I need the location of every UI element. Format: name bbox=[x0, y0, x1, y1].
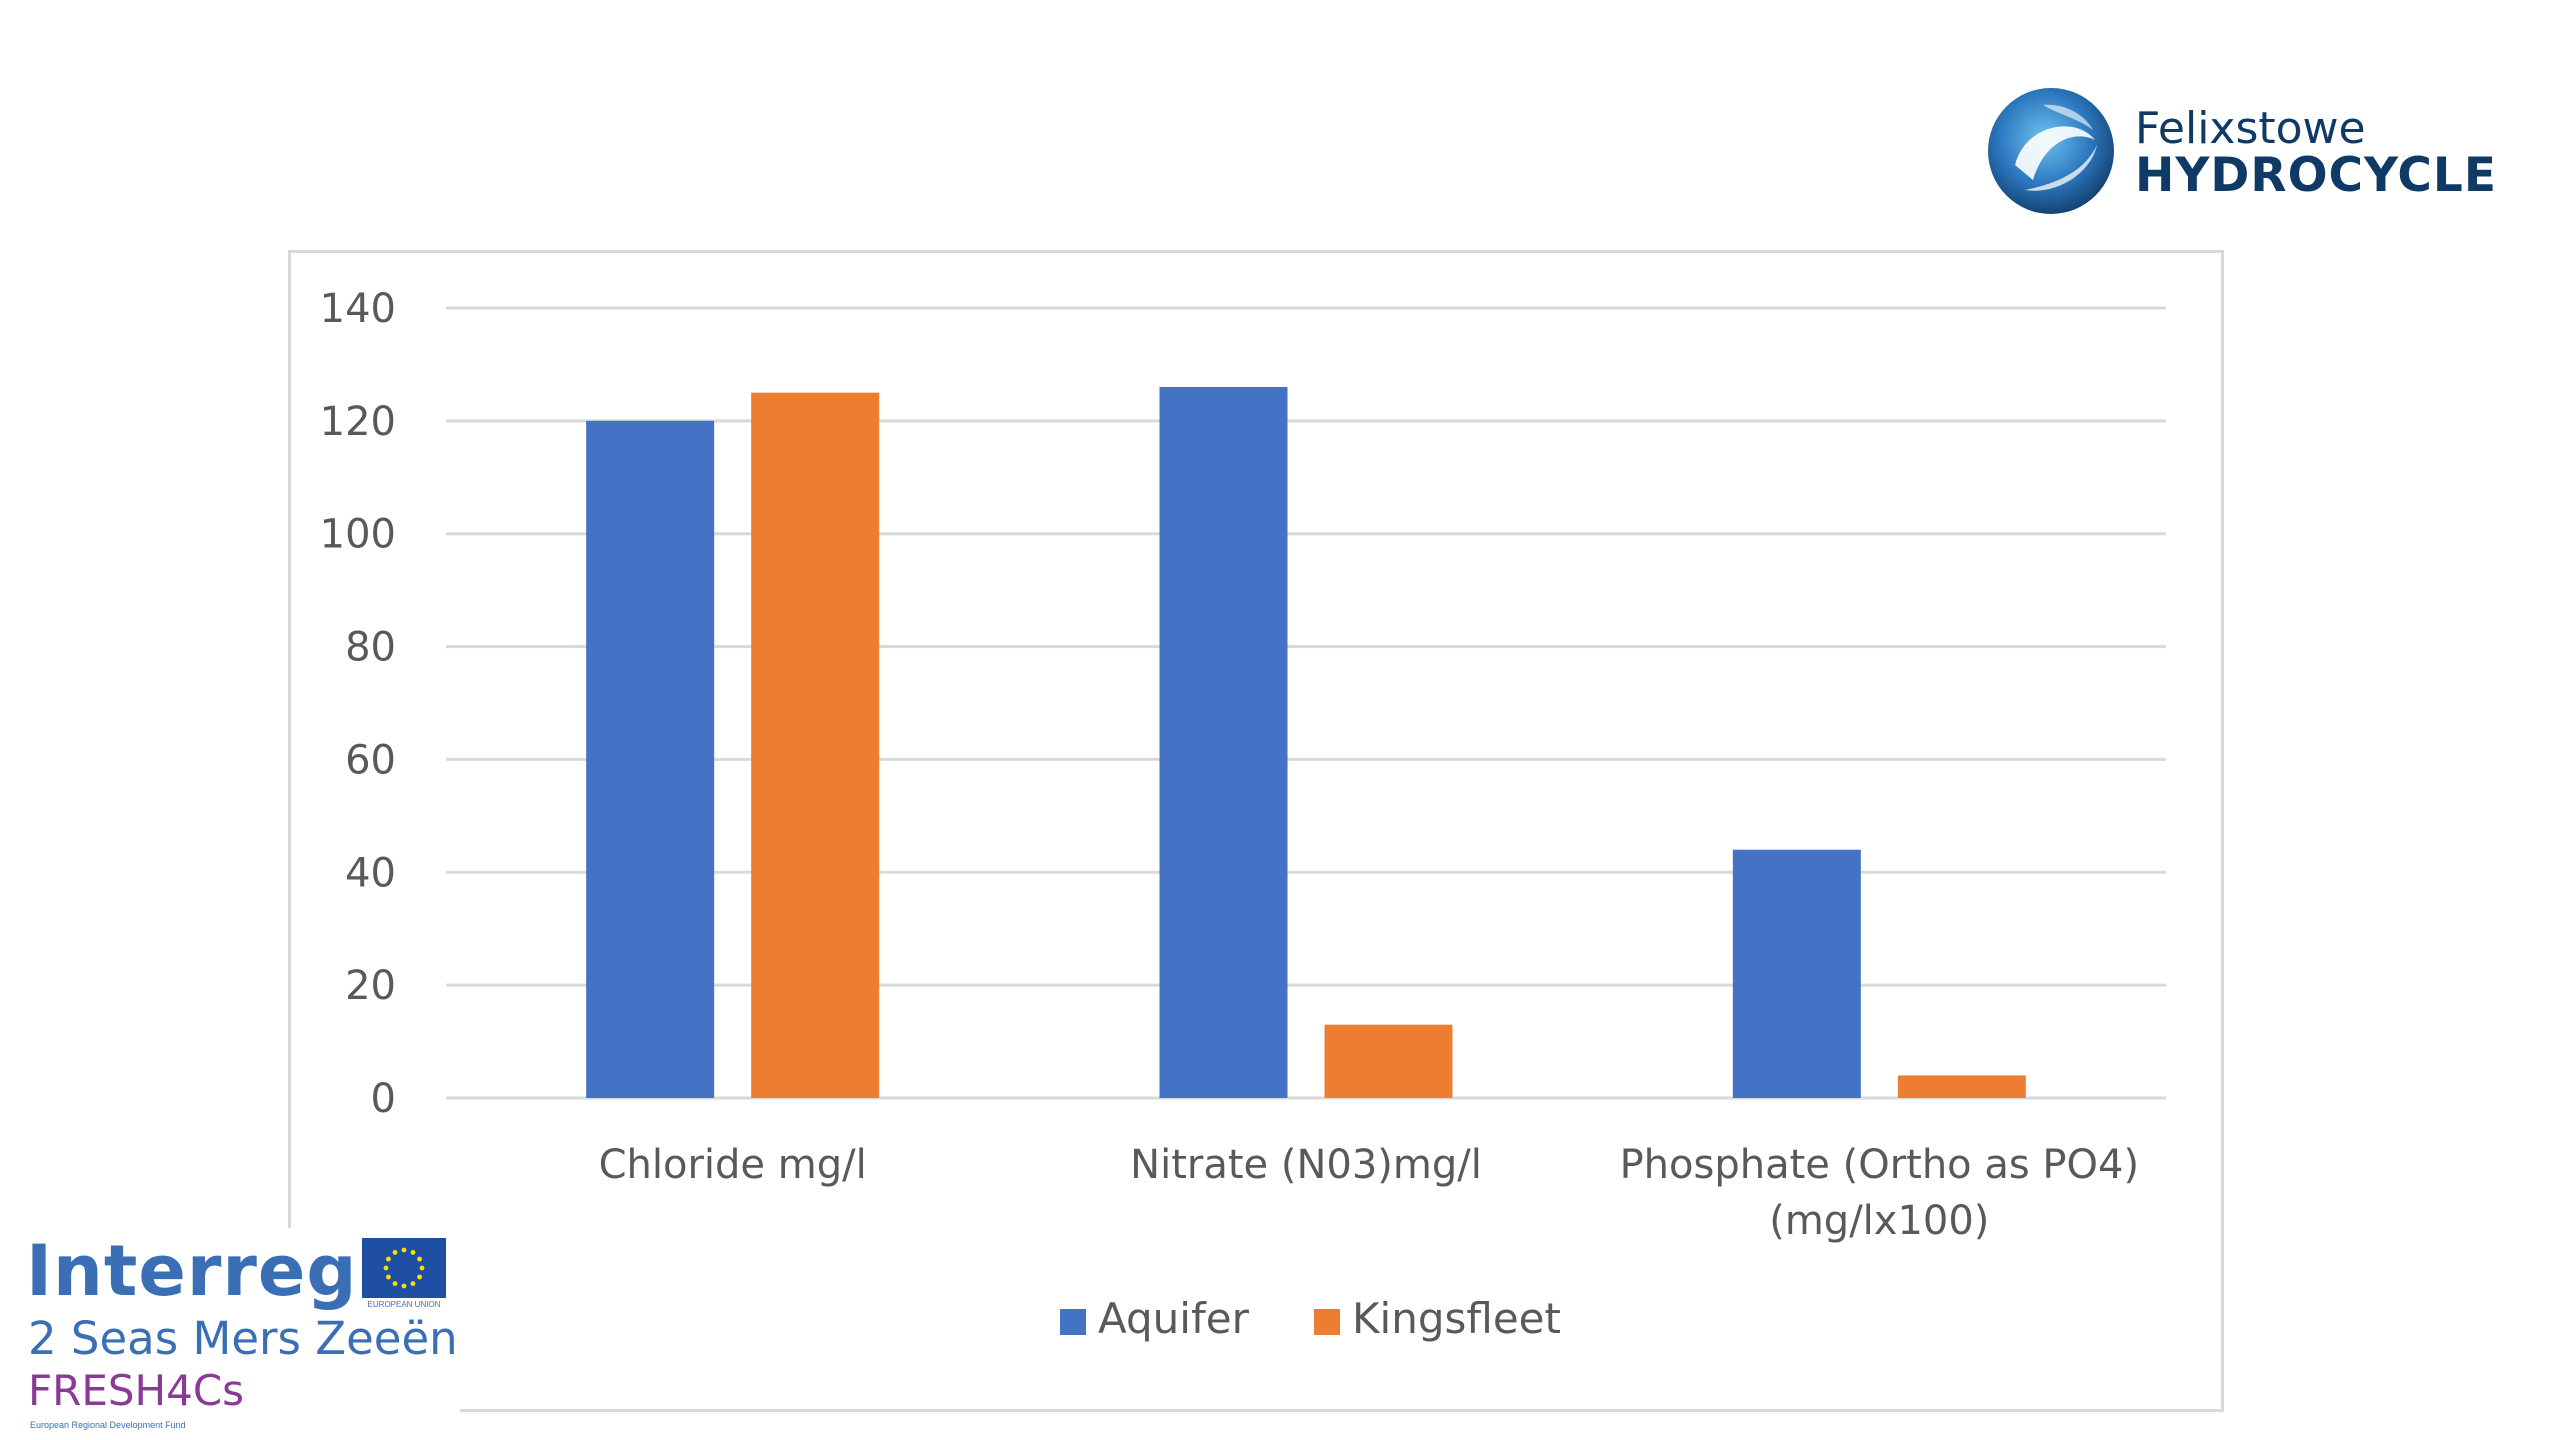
swirl-globe-icon bbox=[1988, 88, 2114, 214]
legend: Aquifer Kingsfleet bbox=[1060, 1294, 1561, 1343]
x-category-label: (mg/lx100) bbox=[1769, 1198, 1989, 1244]
felixstowe-hydrocycle-logo: Felixstowe HYDROCYCLE bbox=[1985, 85, 2525, 217]
y-tick-label: 80 bbox=[345, 625, 396, 671]
y-tick-label: 60 bbox=[345, 737, 396, 783]
legend-label-aquifer: Aquifer bbox=[1098, 1294, 1250, 1343]
y-tick-label: 0 bbox=[371, 1076, 396, 1122]
bar-kingsfleet-0 bbox=[751, 392, 880, 1099]
interreg-wordmark: Interreg bbox=[26, 1230, 358, 1312]
gridlines bbox=[446, 306, 2166, 1100]
bar-kingsfleet-2 bbox=[1897, 1075, 2026, 1098]
x-category-label: Nitrate (N03)mg/l bbox=[1130, 1142, 1482, 1188]
y-tick-label: 100 bbox=[320, 512, 396, 558]
brand-name-bottom: HYDROCYCLE bbox=[2135, 148, 2497, 203]
bars bbox=[586, 387, 2026, 1099]
legend-swatch-kingsfleet bbox=[1314, 1309, 1340, 1335]
legend-label-kingsfleet: Kingsfleet bbox=[1352, 1294, 1561, 1343]
legend-swatch-aquifer bbox=[1060, 1309, 1086, 1335]
bar-kingsfleet-1 bbox=[1324, 1024, 1453, 1098]
bar-aquifer-1 bbox=[1159, 387, 1288, 1098]
y-tick-label: 140 bbox=[320, 286, 396, 332]
chart-area: 0 20 40 60 80 100 120 140 Chloride mg/l Nitrate … bbox=[288, 250, 2224, 1412]
project-name: FRESH4Cs bbox=[28, 1366, 245, 1415]
y-tick-label: 20 bbox=[345, 963, 396, 1009]
region-name: 2 Seas Mers Zeeën bbox=[28, 1312, 458, 1365]
interreg-logo: Interreg EUROPEAN UNION 2 Seas Mers Zeeë… bbox=[0, 1228, 460, 1440]
x-category-label: Chloride mg/l bbox=[599, 1142, 867, 1188]
eu-flag-icon bbox=[362, 1238, 446, 1298]
fund-caption: European Regional Development Fund bbox=[30, 1420, 186, 1430]
bar-aquifer-2 bbox=[1732, 849, 1861, 1098]
bar-aquifer-0 bbox=[586, 420, 715, 1098]
bar-chart: 0 20 40 60 80 100 120 140 Chloride mg/l Nitrate … bbox=[320, 286, 2166, 1343]
y-axis-ticks: 0 20 40 60 80 100 120 140 bbox=[320, 286, 396, 1122]
eu-caption: EUROPEAN UNION bbox=[367, 1300, 441, 1309]
y-tick-label: 120 bbox=[320, 399, 396, 445]
x-category-label: Phosphate (Ortho as PO4) bbox=[1620, 1142, 2140, 1188]
x-axis-categories: Chloride mg/l Nitrate (N03)mg/l Phosphate … bbox=[599, 1142, 2139, 1244]
y-tick-label: 40 bbox=[345, 850, 396, 896]
brand-name-top: Felixstowe bbox=[2135, 103, 2366, 154]
